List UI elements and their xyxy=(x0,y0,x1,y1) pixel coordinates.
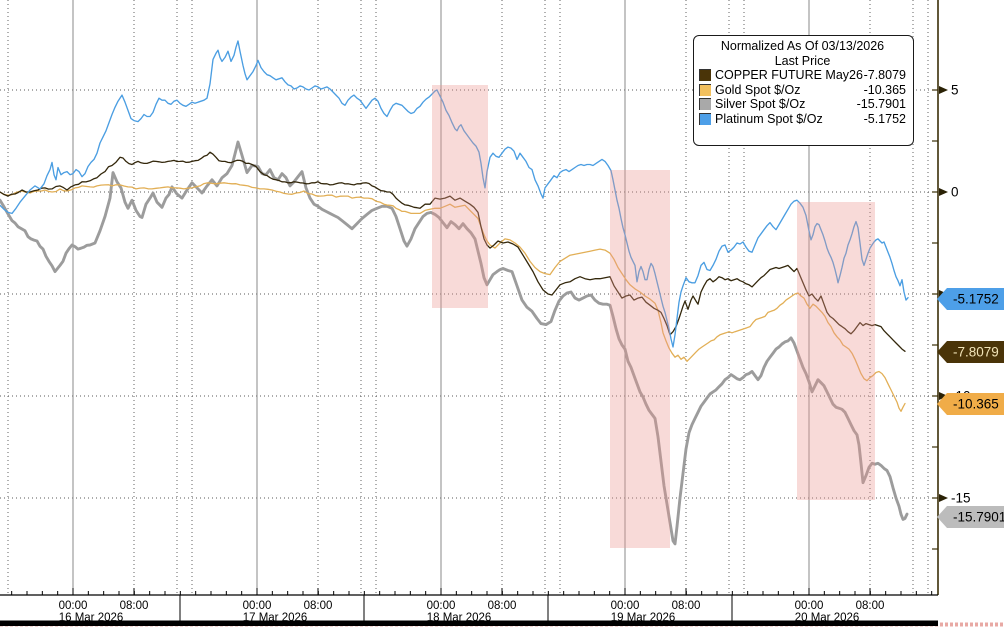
price-badge-value: -10.365 xyxy=(953,397,999,412)
legend-series-value: -10.365 xyxy=(863,82,906,97)
series-line-copper-future-may26 xyxy=(0,151,906,352)
selloff-band-3 xyxy=(797,202,875,500)
last-price-badges: -5.1752 -7.8079 -10.365 -15.7901 xyxy=(937,288,1004,528)
y-axis-label: -15 xyxy=(951,491,971,506)
axis-bottom-bar xyxy=(0,620,938,626)
x-axis-time-label: 00:00 xyxy=(611,600,640,612)
y-axis-label: 5 xyxy=(951,83,959,98)
legend-swatch-icon xyxy=(699,69,711,82)
price-badge-value: -5.1752 xyxy=(953,292,999,307)
series-line-platinum-spot-oz xyxy=(0,40,909,348)
price-badge-value: -7.8079 xyxy=(953,345,999,360)
price-badge[interactable]: -7.8079 xyxy=(937,341,1004,363)
x-axis-time-label: 00:00 xyxy=(59,600,88,612)
legend-title: Normalized As Of 03/13/2026 xyxy=(720,39,885,53)
x-axis-time-label: 00:00 xyxy=(427,600,456,612)
price-badge[interactable]: -15.7901 xyxy=(937,506,1004,528)
legend-entry-platinum-spot-oz[interactable]: Platinum Spot $/Oz -5.1752 xyxy=(699,112,906,127)
legend-swatch-icon xyxy=(699,83,711,96)
price-badge-value: -15.7901 xyxy=(953,510,1004,525)
legend-series-value: -15.7901 xyxy=(856,97,906,112)
axis-arrow-icon xyxy=(939,392,948,400)
x-axis-time-label: 00:00 xyxy=(795,600,824,612)
chart-legend: Normalized As Of 03/13/2026 Last Price C… xyxy=(693,35,914,146)
legend-series-name: COPPER FUTURE May26 xyxy=(715,68,863,83)
x-axis-time-label: 08:00 xyxy=(856,600,885,612)
selloff-band-2 xyxy=(610,170,670,548)
x-axis-date-label: 20 Mar 2026 xyxy=(795,612,860,624)
legend-series-name: Gold Spot $/Oz xyxy=(715,82,801,97)
legend-swatch-icon xyxy=(699,113,711,126)
x-axis-date-label: 18 Mar 2026 xyxy=(427,612,492,624)
axis-arrow-icon xyxy=(939,494,948,502)
axis-arrow-icon xyxy=(939,86,948,94)
x-axis-time-label: 08:00 xyxy=(672,600,701,612)
legend-subtitle: Last Price xyxy=(774,53,831,68)
x-axis-date-label: 19 Mar 2026 xyxy=(611,612,676,624)
axis-arrow-icon xyxy=(939,188,948,196)
legend-series-name: Silver Spot $/Oz xyxy=(715,97,806,112)
legend-swatch-icon xyxy=(699,98,711,111)
price-series xyxy=(0,40,909,546)
selloff-band-1 xyxy=(432,85,488,308)
highlight-bands xyxy=(432,85,875,548)
legend-entry-gold-spot-oz[interactable]: Gold Spot $/Oz -10.365 xyxy=(699,83,906,98)
y-axis-label: 0 xyxy=(951,185,959,200)
series-line-silver-spot-oz xyxy=(0,140,909,546)
x-axis-time-label: 00:00 xyxy=(243,600,272,612)
x-axis-time-label: 08:00 xyxy=(304,600,333,612)
x-axis-date-label: 17 Mar 2026 xyxy=(243,612,308,624)
legend-entries: COPPER FUTURE May26 -7.8079 Gold Spot $/Oz… xyxy=(699,68,906,126)
legend-entry-copper-future-may26[interactable]: COPPER FUTURE May26 -7.8079 xyxy=(699,68,906,83)
legend-entry-silver-spot-oz[interactable]: Silver Spot $/Oz -15.7901 xyxy=(699,97,906,112)
legend-series-value: -7.8079 xyxy=(863,68,906,83)
x-axis-time-label: 08:00 xyxy=(488,600,517,612)
price-badge[interactable]: -5.1752 xyxy=(937,288,1004,310)
x-axis-time-label: 08:00 xyxy=(120,600,149,612)
legend-series-name: Platinum Spot $/Oz xyxy=(715,111,823,126)
price-badge[interactable]: -10.365 xyxy=(937,393,1004,415)
legend-series-value: -5.1752 xyxy=(863,111,906,126)
x-axis-date-label: 16 Mar 2026 xyxy=(59,612,124,624)
